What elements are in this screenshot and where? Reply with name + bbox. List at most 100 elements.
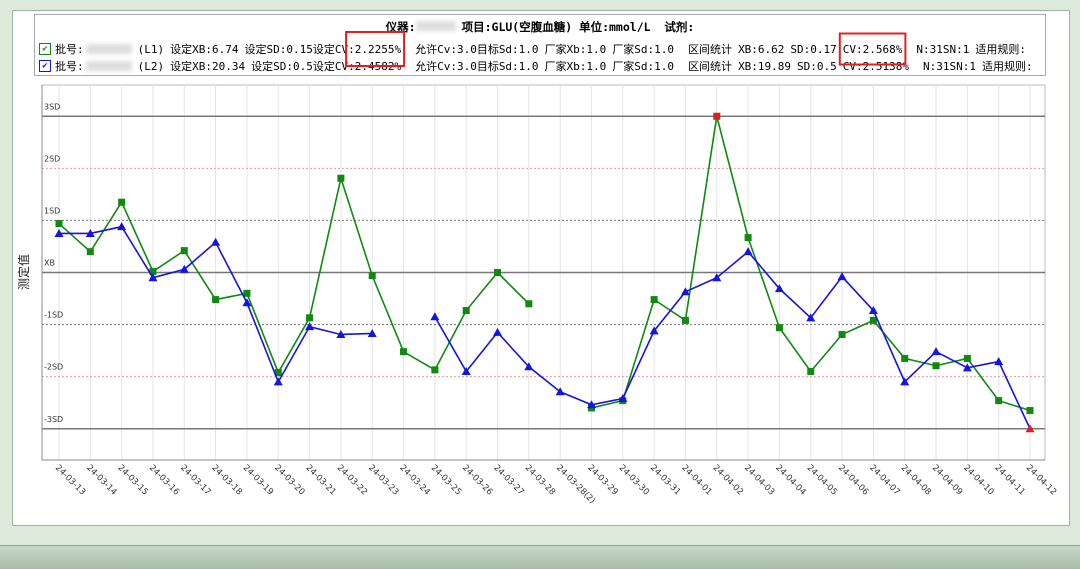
- title-right: 项目:GLU(空腹血糖) 单位:mmol/L 试剂:: [461, 20, 695, 34]
- legend-info: 允许Cv:3.0目标Sd:1.0: [415, 60, 539, 73]
- marker: [837, 272, 847, 281]
- marker: [85, 228, 95, 237]
- marker: [462, 307, 470, 315]
- legend-info: SD:0.5: [797, 59, 837, 73]
- marker: [461, 366, 471, 375]
- marker: [962, 363, 972, 372]
- marker: [932, 362, 940, 370]
- x-tick-label: 24-04-04: [773, 463, 807, 497]
- marker: [118, 198, 126, 206]
- status-bar: [0, 545, 1080, 569]
- marker: [368, 272, 376, 280]
- marker: [524, 362, 534, 371]
- legend-info: 适用规则:: [982, 60, 1033, 73]
- legend-info: CV:2.5138%: [842, 59, 910, 73]
- marker: [649, 326, 659, 335]
- marker: [900, 377, 910, 386]
- marker: [273, 377, 283, 386]
- legend-info: 区间统计: [688, 60, 733, 73]
- x-tick-label: 24-03-26: [460, 463, 494, 497]
- marker: [242, 298, 252, 307]
- y-tick-label: 1SD: [44, 206, 60, 215]
- marker: [713, 112, 721, 120]
- lot-label: 批号:: [55, 60, 84, 73]
- x-tick-label: 24-03-15: [116, 463, 150, 497]
- legend-row: ✔ 批号: (L1) 设定XB:6.74 设定SD:0.15设定CV:2.2255% 允许…: [39, 41, 1032, 57]
- marker: [1026, 407, 1034, 415]
- legend-info: 厂家Xb:1.0: [544, 60, 607, 73]
- x-tick-label: 24-03-25: [429, 463, 463, 497]
- x-tick-label: 24-04-08: [899, 463, 933, 497]
- x-tick-label: 24-03-24: [397, 463, 431, 497]
- checkbox: ✔: [39, 43, 51, 55]
- x-tick-label: 24-04-11: [993, 463, 1027, 497]
- marker: [963, 354, 971, 362]
- marker: [148, 273, 158, 282]
- lot-blur: [85, 61, 132, 71]
- marker: [995, 397, 1003, 405]
- marker: [743, 247, 753, 256]
- x-tick-label: 24-03-14: [84, 463, 118, 497]
- marker: [306, 314, 314, 322]
- legend-info: 设定SD:0.5设定CV:2.4582%: [251, 60, 402, 73]
- lot-blur: [85, 44, 132, 54]
- legend-info: 适用规则:: [975, 43, 1026, 56]
- y-tick-label: XB: [44, 259, 55, 268]
- marker: [931, 347, 941, 356]
- x-tick-label: 24-03-21: [303, 463, 337, 497]
- y-tick-label: -3SD: [44, 415, 63, 424]
- legend-info: 厂家Xb:1.0: [544, 43, 607, 56]
- marker: [243, 289, 251, 297]
- legend-title: 仪器: 项目:GLU(空腹血糖) 单位:mmol/L 试剂:: [35, 19, 1045, 35]
- legend-info: 厂家Sd:1.0: [612, 60, 675, 73]
- marker: [400, 348, 408, 356]
- legend: 仪器: 项目:GLU(空腹血糖) 单位:mmol/L 试剂: ✔ 批号: (L1) 设定…: [34, 14, 1046, 76]
- highlight-box: [838, 32, 907, 66]
- x-tick-label: 24-04-06: [836, 463, 870, 497]
- x-tick-label: 24-03-16: [147, 463, 181, 497]
- x-tick-label: 24-03-20: [272, 463, 306, 497]
- x-tick-label: 24-04-10: [961, 463, 995, 497]
- y-axis-label: 测定值: [16, 254, 31, 290]
- marker: [493, 327, 503, 336]
- marker: [211, 237, 221, 246]
- marker: [337, 174, 345, 182]
- marker: [1025, 424, 1035, 433]
- marker: [86, 248, 94, 256]
- marker: [994, 357, 1004, 366]
- x-tick-label: 24-04-01: [679, 463, 713, 497]
- marker: [868, 306, 878, 315]
- marker: [431, 366, 439, 374]
- marker: [838, 330, 846, 338]
- highlight-box: [345, 31, 406, 67]
- x-tick-label: 24-04-03: [742, 463, 776, 497]
- y-tick-label: 3SD: [44, 102, 60, 111]
- x-tick-label: 24-04-12: [1024, 463, 1058, 497]
- x-tick-label: 24-04-07: [867, 463, 901, 497]
- series-name: (L1): [137, 42, 165, 56]
- lot-label: 批号:: [55, 43, 84, 56]
- legend-info: SD:0.17: [790, 42, 837, 56]
- legend-info: 厂家Sd:1.0: [612, 43, 675, 56]
- marker: [149, 267, 157, 275]
- y-tick-label: -1SD: [44, 311, 63, 320]
- marker: [586, 400, 596, 409]
- marker: [336, 329, 346, 338]
- x-tick-label: 24-03-19: [241, 463, 275, 497]
- marker: [555, 387, 565, 396]
- legend-info: CV:2.568%: [842, 42, 903, 56]
- marker: [869, 316, 877, 324]
- marker: [774, 284, 784, 293]
- x-tick-label: 24-03-28: [523, 463, 557, 497]
- marker: [712, 273, 722, 282]
- legend-info: 区间统计: [688, 43, 733, 56]
- marker: [274, 369, 282, 376]
- x-tick-label: 24-03-17: [178, 463, 212, 497]
- series-line: [434, 250, 1031, 430]
- marker: [430, 312, 440, 321]
- marker: [117, 222, 127, 231]
- marker: [681, 316, 689, 324]
- x-tick-label: 24-03-23: [366, 463, 400, 497]
- marker: [525, 300, 533, 308]
- series-name: (L2): [137, 59, 165, 73]
